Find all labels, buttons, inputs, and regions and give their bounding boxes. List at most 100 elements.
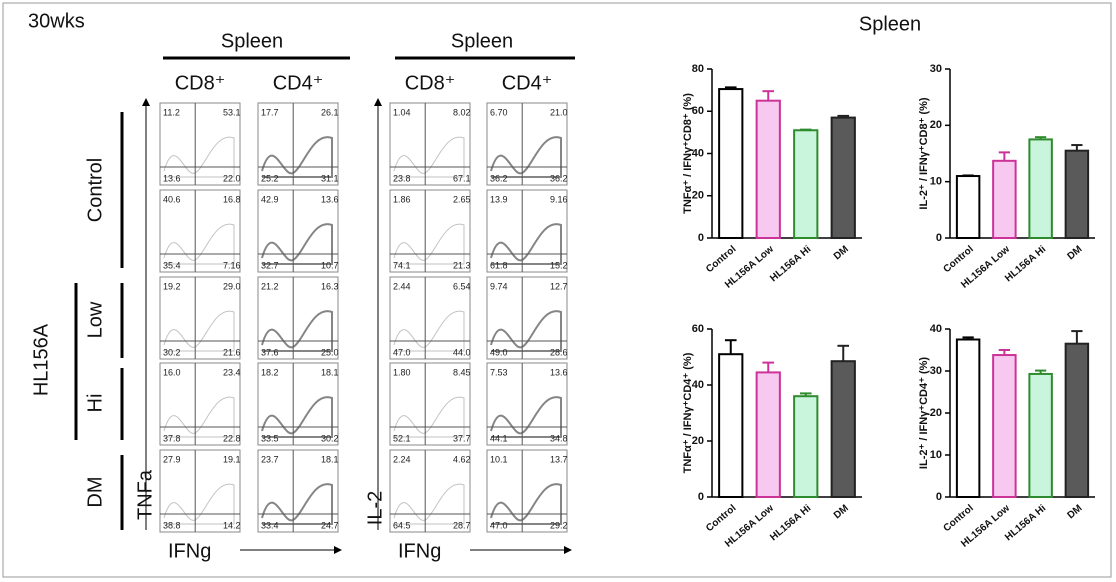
bar xyxy=(1064,149,1090,239)
y-tick-label: 20 xyxy=(692,190,704,202)
y-tick-label: 60 xyxy=(692,105,704,117)
quadrant-value: 13.7 xyxy=(550,454,568,464)
bar xyxy=(955,338,981,498)
flow-plot xyxy=(486,449,568,533)
x-tick-label: HL156A Hi xyxy=(1003,244,1048,284)
quadrant-value: 21.6 xyxy=(223,347,241,357)
quadrant-value: 31.1 xyxy=(321,173,339,183)
quadrant-value: 61.8 xyxy=(490,260,508,270)
y-axis-label: TNFα⁺ / IFNγ⁺CD8⁺ (%) xyxy=(682,93,694,214)
quadrant-value: 11.2 xyxy=(163,107,180,117)
figure-label: 30wks xyxy=(28,10,85,32)
flow-plot xyxy=(257,276,339,360)
bar xyxy=(992,354,1017,499)
quadrant-value: 7.53 xyxy=(490,367,508,377)
row-label: Hi xyxy=(84,394,106,413)
quadrant-value: 10.7 xyxy=(321,260,339,270)
quadrant-value: 23.8 xyxy=(393,173,411,183)
quadrant-value: 36.2 xyxy=(550,173,568,183)
flow-plot xyxy=(257,449,339,533)
bar xyxy=(755,371,781,498)
x-tick-label: Control xyxy=(704,244,738,275)
row-label: Control xyxy=(84,158,106,222)
quadrant-value: 40.6 xyxy=(163,194,181,204)
x-tick-label: DM xyxy=(832,503,851,521)
quadrant-value: 74.1 xyxy=(393,260,411,270)
quadrant-value: 49.0 xyxy=(490,347,508,357)
y-axis-label: TNFα⁺ / IFNγ⁺CD4⁺ (%) xyxy=(682,352,694,473)
quadrant-value: 33.5 xyxy=(261,433,279,443)
y-axis-label: IL-2⁺ / IFNγ⁺CD8⁺ (%) xyxy=(918,97,930,209)
quadrant-value: 2.65 xyxy=(453,194,471,204)
bar xyxy=(1028,138,1053,240)
flow-plot xyxy=(486,189,568,273)
flow-plot xyxy=(159,449,241,533)
quadrant-value: 12.7 xyxy=(550,281,568,291)
quadrant-value: 1.04 xyxy=(393,107,411,117)
quadrant-value: 18.1 xyxy=(321,454,339,464)
y-tick-label: 20 xyxy=(692,435,704,447)
x-tick-label: Control xyxy=(704,503,738,534)
axis-label: TNFa xyxy=(134,469,156,520)
quadrant-value: 37.8 xyxy=(163,433,181,443)
quadrant-value: 2.24 xyxy=(393,454,411,464)
y-tick-label: 40 xyxy=(692,379,704,391)
quadrant-value: 19.1 xyxy=(223,454,241,464)
quadrant-value: 22.8 xyxy=(223,433,241,443)
quadrant-value: 1.86 xyxy=(393,194,411,204)
quadrant-value: 30.2 xyxy=(321,433,339,443)
flow-plot xyxy=(159,189,241,273)
y-tick-label: 10 xyxy=(930,176,942,188)
quadrant-value: 29.2 xyxy=(550,520,568,530)
quadrant-value: 6.54 xyxy=(453,281,471,291)
bar xyxy=(755,99,781,239)
quadrant-value: 16.0 xyxy=(163,367,181,377)
bar-title: Spleen xyxy=(859,13,921,35)
quadrant-value: 64.5 xyxy=(393,520,411,530)
quadrant-value: 37.7 xyxy=(453,433,471,443)
column-label: CD8⁺ xyxy=(405,72,456,94)
column-label: CD4⁺ xyxy=(273,72,324,94)
quadrant-value: 8.45 xyxy=(453,367,471,377)
quadrant-value: 19.2 xyxy=(163,281,181,291)
quadrant-value: 18.2 xyxy=(261,367,279,377)
x-tick-label: Control xyxy=(941,244,975,275)
quadrant-value: 32.7 xyxy=(261,260,279,270)
quadrant-value: 10.1 xyxy=(490,454,508,464)
quadrant-value: 4.62 xyxy=(453,454,471,464)
flow-plot xyxy=(486,102,568,186)
flow-plot xyxy=(389,362,471,446)
quadrant-value: 47.0 xyxy=(490,520,508,530)
y-axis-label: IL-2⁺ / IFNγ⁺CD4⁺ (%) xyxy=(918,357,930,469)
quadrant-value: 29.0 xyxy=(223,281,241,291)
y-tick-label: 60 xyxy=(692,323,704,335)
quadrant-value: 22.0 xyxy=(223,173,241,183)
y-tick-label: 20 xyxy=(930,407,942,419)
arrow-head xyxy=(564,546,572,554)
quadrant-value: 17.7 xyxy=(261,107,279,117)
quadrant-value: 42.9 xyxy=(261,194,279,204)
quadrant-value: 21.0 xyxy=(550,107,568,117)
quadrant-value: 7.16 xyxy=(223,260,241,270)
quadrant-value: 26.1 xyxy=(321,107,339,117)
quadrant-value: 25.2 xyxy=(261,173,279,183)
bar xyxy=(830,116,856,239)
quadrant-value: 36.2 xyxy=(490,173,508,183)
arrow-head xyxy=(142,98,150,106)
flow-plot xyxy=(389,189,471,273)
quadrant-value: 2.44 xyxy=(393,281,411,291)
flow-plot xyxy=(486,362,568,446)
quadrant-value: 18.1 xyxy=(321,367,339,377)
flow-plot xyxy=(389,276,471,360)
y-tick-label: 0 xyxy=(698,232,704,244)
quadrant-value: 38.8 xyxy=(163,520,181,530)
row-label: HL156A xyxy=(30,323,52,396)
group-title: Spleen xyxy=(221,30,283,52)
quadrant-value: 21.2 xyxy=(261,281,279,291)
quadrant-value: 28.7 xyxy=(453,520,471,530)
quadrant-value: 8.02 xyxy=(453,107,471,117)
row-label: Low xyxy=(84,301,106,338)
bar xyxy=(718,88,744,239)
bar xyxy=(1028,372,1053,498)
